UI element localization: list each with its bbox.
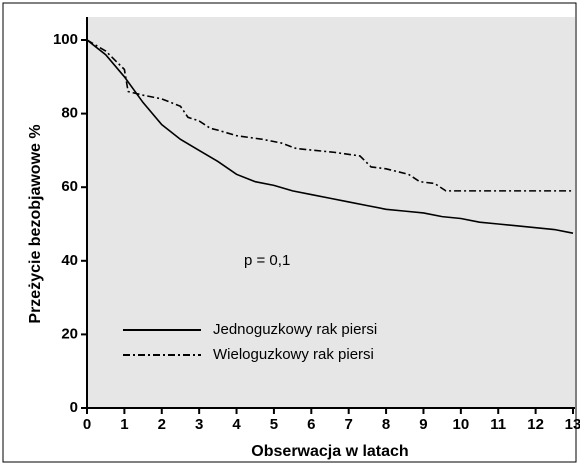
x-tick-label: 10	[453, 416, 470, 433]
x-tick-label: 2	[158, 416, 166, 433]
y-axis-label: Przeżycie bezobjawowe %	[27, 124, 44, 323]
x-tick-label: 11	[490, 416, 506, 433]
x-axis-label: Obserwacja w latach	[251, 443, 408, 460]
x-tick-label: 0	[83, 416, 91, 433]
y-tick-label: 0	[70, 399, 78, 416]
plot-background	[87, 17, 575, 408]
y-tick-label: 60	[61, 178, 78, 195]
x-tick-label: 5	[270, 416, 278, 433]
x-tick-label: 13	[565, 416, 580, 433]
x-tick-label: 9	[419, 416, 427, 433]
x-tick-label: 6	[307, 416, 315, 433]
x-tick-label: 8	[382, 416, 390, 433]
x-tick-label: 3	[195, 416, 203, 433]
x-tick-label: 1	[120, 416, 128, 433]
y-tick-label: 40	[61, 252, 78, 269]
annotation: p = 0,1	[244, 252, 290, 269]
y-tick-label: 80	[61, 105, 78, 122]
x-tick-label: 7	[345, 416, 353, 433]
legend-text: Jednoguzkowy rak piersi	[213, 321, 377, 338]
legend-text: Wieloguzkowy rak piersi	[213, 346, 374, 363]
y-tick-label: 20	[61, 325, 78, 342]
y-tick-label: 100	[53, 31, 78, 48]
series-line	[86, 39, 574, 234]
x-tick-label: 12	[527, 416, 544, 433]
x-tick-label: 4	[232, 416, 241, 433]
